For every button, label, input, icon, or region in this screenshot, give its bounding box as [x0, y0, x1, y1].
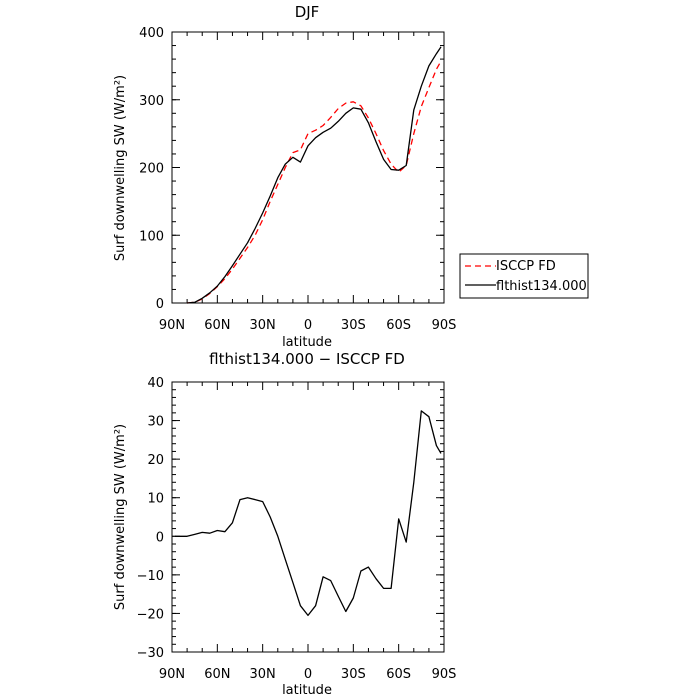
bottom-chart-title: flthist134.000 − ISCCP FD: [209, 350, 405, 368]
top-x-tick-label: 60S: [386, 318, 411, 333]
top-chart-title: DJF: [295, 3, 320, 21]
bottom-y-tick-label: 0: [156, 530, 164, 545]
top-y-tick-label: 400: [139, 26, 164, 41]
bottom-x-tick-label: 90S: [432, 667, 457, 682]
bottom-x-tick-label: 0: [304, 667, 312, 682]
bottom-x-tick-label: 60N: [204, 667, 230, 682]
bottom-y-axis-label: Surf downwelling SW (W/m²): [113, 424, 128, 610]
bottom-plot-frame: [171, 381, 445, 653]
top-plot-frame: [171, 31, 445, 304]
bottom-y-tick-label: −10: [137, 569, 164, 584]
top-y-axis-label: Surf downwelling SW (W/m²): [113, 75, 128, 261]
top-series-line-0: [187, 60, 442, 304]
top-y-tick-label: 0: [156, 297, 164, 312]
bottom-y-tick-label: −20: [137, 607, 164, 622]
top-x-axis-label: latitude: [282, 335, 332, 350]
bottom-plot-area: 90N 60N 30N 0 30S 60S 90S −30 −20 −10 0 10 20 30 40: [137, 376, 457, 682]
top-panel: DJF 90N 60N 30N 0 30S 60S 90S 0 100 200 300 400 lat…: [113, 3, 589, 350]
bottom-panel: flthist134.000 − ISCCP FD 90N 60N 30N 0 30S 6…: [113, 350, 456, 698]
top-x-tick-label: 30S: [341, 318, 366, 333]
top-y-tick-label: 300: [139, 94, 164, 109]
bottom-y-tick-label: 20: [147, 453, 164, 468]
legend-label-model: flthist134.000: [496, 279, 587, 294]
top-series-line-1: [187, 46, 442, 304]
top-y-tick-label: 200: [139, 162, 164, 177]
top-x-tick-label: 90N: [159, 318, 185, 333]
bottom-x-tick-label: 30N: [250, 667, 276, 682]
top-x-tick-label: 60N: [204, 318, 230, 333]
top-x-tick-label: 0: [304, 318, 312, 333]
top-legend: ISCCP FD flthist134.000: [459, 253, 589, 299]
top-y-tick-label: 100: [139, 229, 164, 244]
legend-box: [459, 253, 589, 299]
top-x-tick-label: 30N: [250, 318, 276, 333]
top-x-tick-label: 90S: [432, 318, 457, 333]
top-plot-area: 90N 60N 30N 0 30S 60S 90S 0 100 200 300 400: [139, 26, 456, 333]
legend-label-isccp: ISCCP FD: [496, 259, 556, 274]
bottom-series-line-0: [175, 410, 442, 617]
bottom-x-tick-label: 30S: [341, 667, 366, 682]
bottom-y-tick-label: −30: [137, 646, 164, 661]
bottom-y-tick-label: 10: [147, 492, 164, 507]
bottom-x-axis-label: latitude: [282, 683, 332, 698]
bottom-x-tick-label: 90N: [159, 667, 185, 682]
bottom-y-tick-label: 40: [147, 376, 164, 391]
bottom-y-tick-label: 30: [147, 415, 164, 430]
bottom-x-tick-label: 60S: [386, 667, 411, 682]
